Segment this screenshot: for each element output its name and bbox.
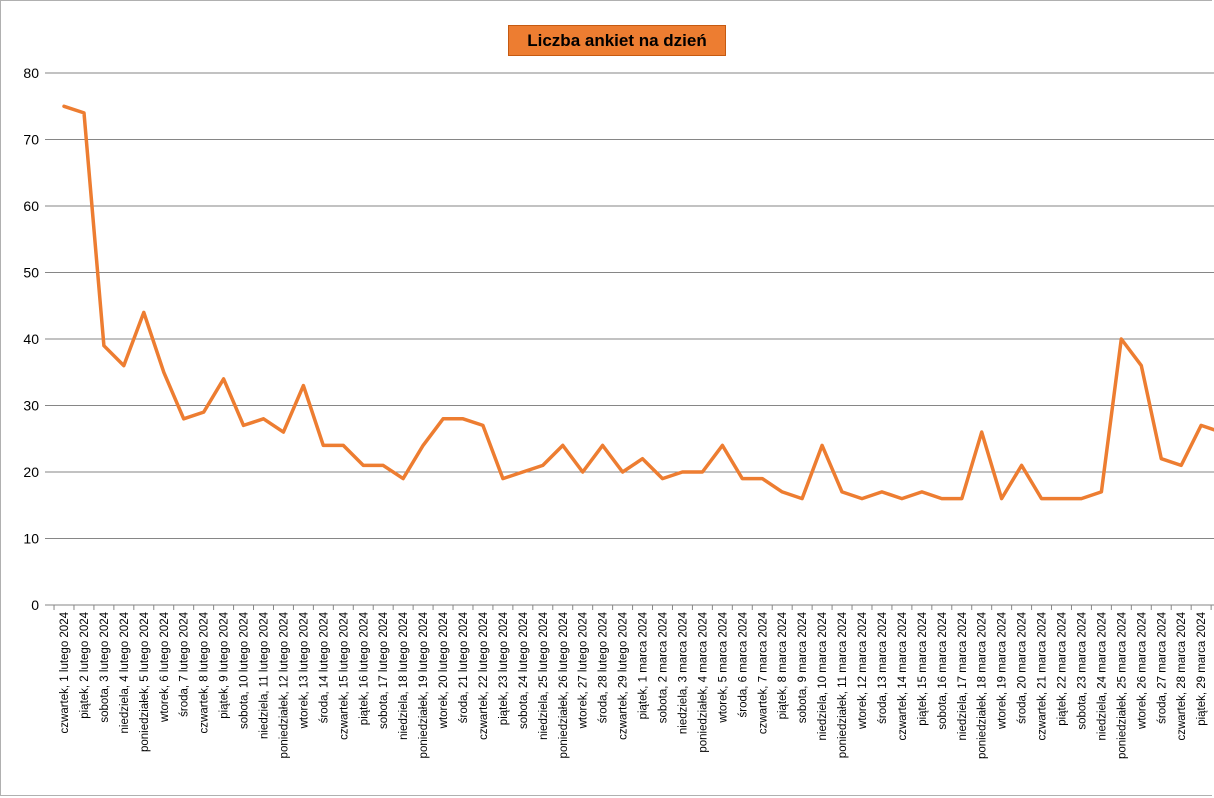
x-tick-label: czwartek, 29 lutego 2024: [618, 611, 630, 739]
x-tick-label: niedziela, 11 lutego 2024: [259, 611, 271, 739]
x-tick-label: czwartek, 1 lutego 2024: [59, 611, 71, 733]
x-tick-label: poniedziałek, 18 marca 2024: [977, 611, 989, 759]
x-tick-label: poniedziałek, 4 marca 2024: [697, 611, 709, 752]
y-tick-label: 0: [31, 597, 39, 613]
x-tick-label: wtorek, 27 lutego 2024: [578, 611, 590, 729]
x-tick-label: niedziela, 3 marca 2024: [677, 611, 689, 734]
x-tick-label: czwartek, 7 marca 2024: [757, 611, 769, 734]
x-tick-label: wtorek, 19 marca 2024: [997, 611, 1009, 730]
x-tick-label: piątek, 16 lutego 2024: [358, 611, 370, 725]
x-tick-label: czwartek, 15 lutego 2024: [338, 611, 350, 739]
x-tick-label: środa, 13 marca 2024: [877, 611, 889, 723]
x-tick-label: piątek, 9 lutego 2024: [219, 611, 231, 718]
x-tick-label: środa, 21 lutego 2024: [458, 611, 470, 723]
x-tick-label: wtorek, 6 lutego 2024: [159, 611, 171, 723]
x-tick-label: sobota, 3 lutego 2024: [99, 611, 111, 722]
x-tick-label: poniedziałek, 5 lutego 2024: [139, 611, 151, 752]
series-line-0: [62, 104, 1214, 501]
x-tick-label: piątek, 22 marca 2024: [1057, 611, 1069, 725]
x-tick-label: poniedziałek, 25 marca 2024: [1116, 611, 1128, 759]
x-tick-label: sobota, 23 marca 2024: [1076, 611, 1088, 729]
x-tick-label: piątek, 29 marca 2024: [1196, 611, 1208, 725]
x-tick-label: czwartek, 22 lutego 2024: [478, 611, 490, 739]
x-tick-label: środa, 28 lutego 2024: [598, 611, 610, 723]
x-tick-label: niedziela, 25 lutego 2024: [538, 611, 550, 739]
x-tick-label: wtorek, 13 lutego 2024: [298, 611, 310, 729]
x-tick-label: niedziela, 4 lutego 2024: [119, 611, 131, 733]
x-tick-label: poniedziałek, 26 lutego 2024: [558, 611, 570, 758]
x-tick-label: sobota, 24 lutego 2024: [518, 611, 530, 729]
x-tick-label: wtorek, 5 marca 2024: [717, 611, 729, 723]
x-tick-label: niedziela, 24 marca 2024: [1096, 611, 1108, 740]
chart-title-box: Liczba ankiet na dzień: [508, 25, 726, 56]
x-tick-label: niedziela, 17 marca 2024: [957, 611, 969, 740]
x-tick-label: sobota, 10 lutego 2024: [239, 611, 251, 729]
x-tick-label: czwartek, 8 lutego 2024: [199, 611, 211, 733]
y-tick-label: 60: [23, 198, 39, 214]
series-layer: [62, 104, 1214, 501]
x-tick-label: sobota, 9 marca 2024: [797, 611, 809, 723]
x-tick-label: wtorek, 20 lutego 2024: [438, 611, 450, 729]
x-tick-label: piątek, 8 marca 2024: [777, 611, 789, 719]
x-axis-tick-labels: czwartek, 1 lutego 2024 piątek, 2 lutego …: [59, 611, 1208, 759]
x-tick-label: wtorek, 12 marca 2024: [857, 611, 869, 730]
y-tick-label: 50: [23, 265, 39, 281]
x-tick-label: piątek, 15 marca 2024: [917, 611, 929, 725]
x-tick-label: środa, 20 marca 2024: [1017, 611, 1029, 723]
x-tick-label: czwartek, 21 marca 2024: [1037, 611, 1049, 740]
y-tick-label: 30: [23, 398, 39, 414]
x-tick-label: piątek, 23 lutego 2024: [498, 611, 510, 725]
x-tick-label: czwartek, 14 marca 2024: [897, 611, 909, 740]
x-tick-label: piątek, 1 marca 2024: [638, 611, 650, 719]
x-tick-label: wtorek, 26 marca 2024: [1136, 611, 1148, 730]
x-tick-label: poniedziałek, 12 lutego 2024: [278, 611, 290, 758]
y-axis-tick-labels: 0 10 20 30 40 50 60 70 80: [23, 65, 39, 613]
x-tick-label: środa, 6 marca 2024: [737, 611, 749, 717]
y-tick-label: 20: [23, 464, 39, 480]
x-tick-label: czwartek, 28 marca 2024: [1176, 611, 1188, 740]
y-tick-label: 70: [23, 132, 39, 148]
y-tick-label: 40: [23, 331, 39, 347]
x-tick-label: niedziela, 10 marca 2024: [817, 611, 829, 740]
x-tick-label: środa, 27 marca 2024: [1156, 611, 1168, 723]
gridlines: [45, 72, 1214, 539]
x-tick-label: poniedziałek, 11 marca 2024: [837, 611, 849, 758]
y-tick-label: 10: [23, 531, 39, 547]
y-tick-label: 80: [23, 65, 39, 81]
x-tick-label: piątek, 2 lutego 2024: [79, 611, 91, 718]
x-tick-label: sobota, 17 lutego 2024: [378, 611, 390, 729]
x-tick-label: sobota, 16 marca 2024: [937, 611, 949, 729]
x-axis: [45, 604, 1214, 610]
x-tick-label: sobota, 2 marca 2024: [658, 611, 670, 723]
x-tick-label: poniedziałek, 19 lutego 2024: [418, 611, 430, 758]
x-tick-label: niedziela, 18 lutego 2024: [398, 611, 410, 739]
chart-title: Liczba ankiet na dzień: [527, 30, 707, 50]
x-tick-label: środa, 7 lutego 2024: [179, 611, 191, 716]
x-tick-label: środa, 14 lutego 2024: [318, 611, 330, 723]
